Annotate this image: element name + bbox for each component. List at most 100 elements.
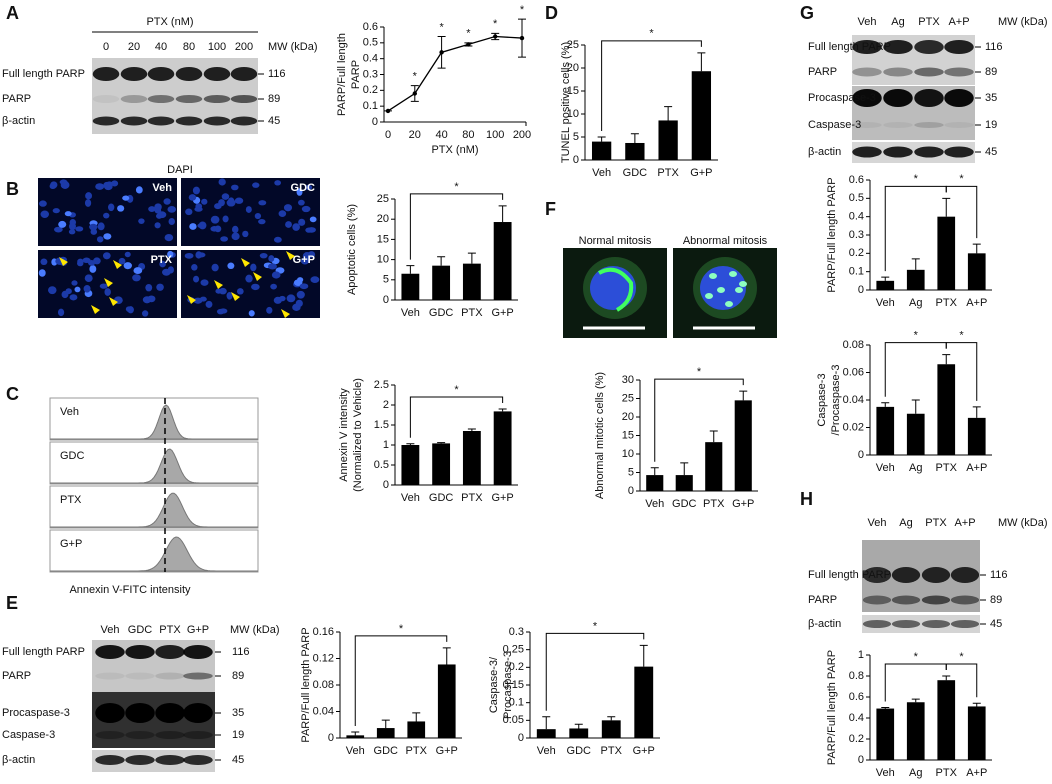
x-tick-label: A+P (966, 767, 987, 779)
nucleus (65, 288, 72, 295)
y-tick-label: 0.08 (843, 339, 864, 351)
y-axis-label: Abnormal mitotic cells (%) (594, 372, 606, 499)
nucleus (141, 310, 149, 317)
bar (705, 442, 723, 491)
mw-label: 116 (990, 569, 1008, 581)
nucleus (245, 274, 253, 283)
y-tick-label: 0.05 (503, 714, 524, 726)
mw-label: 35 (232, 707, 244, 719)
y-tick-label: 0.08 (313, 679, 334, 691)
bar (462, 431, 481, 485)
y-tick-label: 0.16 (313, 626, 334, 638)
nucleus (97, 222, 105, 231)
flow-xlabel: Annexin V-FITC intensity (69, 584, 191, 596)
x-tick-label: G+P (491, 492, 513, 504)
bar (346, 735, 365, 738)
nucleus (297, 199, 305, 206)
x-tick-label: PTX (461, 492, 483, 504)
nucleus (54, 226, 63, 233)
image-label: Normal mitosis (579, 235, 652, 247)
x-tick-label: 20 (409, 129, 421, 141)
nucleus (96, 236, 104, 243)
nucleus (234, 197, 244, 204)
lane-label: GDC (128, 624, 153, 636)
y-tick-label: 5 (628, 466, 634, 478)
blot-row-label: PARP (808, 594, 837, 606)
x-axis-label: PTX (nM) (431, 144, 478, 156)
nucleus (310, 276, 320, 284)
mw-label: 89 (268, 93, 280, 105)
nucleus (231, 225, 239, 234)
panel-label: E (6, 593, 18, 613)
panel-label: C (6, 384, 19, 404)
nucleus (274, 180, 282, 186)
y-axis-label: /Procaspase-3 (830, 365, 842, 436)
y-tick-label: 0.6 (849, 691, 864, 703)
error-bar (650, 467, 659, 476)
spot (725, 301, 733, 307)
bar (634, 666, 654, 738)
nucleus (258, 219, 266, 225)
mw-title: MW (kDa) (998, 16, 1048, 28)
nucleus (218, 199, 225, 207)
error-bar (412, 712, 421, 722)
lane-label: PTX (925, 517, 947, 529)
nucleus (84, 274, 93, 283)
image-label: Veh (152, 182, 172, 194)
bar (937, 364, 956, 455)
blot-band (175, 67, 203, 81)
x-tick-label: PTX (406, 745, 428, 757)
bar (906, 413, 925, 455)
nucleus (278, 295, 286, 302)
blot-band (950, 620, 980, 628)
error-bar (351, 731, 360, 736)
y-tick-label: 0 (372, 116, 378, 128)
lane-label: 100 (208, 41, 226, 53)
nucleus (103, 233, 112, 240)
blot-band (230, 95, 258, 103)
y-axis-label: Caspase-3 (816, 373, 828, 426)
spindle (598, 267, 634, 312)
nucleus (184, 252, 194, 259)
blot-row-label: PARP (2, 93, 31, 105)
x-tick-label: Veh (401, 492, 420, 504)
error-bar (680, 462, 689, 476)
nucleus (278, 210, 287, 218)
nucleus (188, 194, 197, 201)
x-tick-label: GDC (429, 492, 454, 504)
nucleus (99, 283, 108, 289)
y-tick-label: 0.04 (843, 394, 864, 406)
nucleus (199, 296, 207, 302)
nucleus (191, 264, 198, 271)
significance-label: * (959, 173, 964, 185)
y-tick-label: 0.02 (843, 421, 864, 433)
x-tick-label: A+P (966, 462, 987, 474)
bar (675, 475, 693, 491)
x-tick-label: Veh (876, 462, 895, 474)
arrowhead (214, 280, 223, 289)
lane-label: 200 (235, 41, 253, 53)
x-tick-label: PTX (703, 498, 725, 510)
significance-bracket (945, 342, 978, 401)
nucleus (40, 210, 49, 218)
nucleus (124, 251, 131, 258)
bar (536, 729, 556, 738)
significance-label: * (914, 330, 919, 342)
significance-bracket (884, 663, 947, 702)
bar (906, 702, 925, 760)
nucleus (68, 229, 76, 235)
arrowhead (109, 297, 118, 306)
y-axis-label: PARP/Full length PARP (826, 650, 838, 765)
error-bar (498, 408, 507, 412)
nucleus (285, 221, 292, 228)
nucleus (118, 257, 126, 265)
nucleus (211, 263, 219, 272)
panel-label: G (800, 3, 814, 23)
x-tick-label: 80 (462, 129, 474, 141)
nucleus (283, 204, 293, 212)
bar (967, 706, 986, 760)
error-bar (881, 402, 890, 407)
blot-band (147, 67, 175, 81)
mw-title: MW (kDa) (998, 517, 1048, 529)
